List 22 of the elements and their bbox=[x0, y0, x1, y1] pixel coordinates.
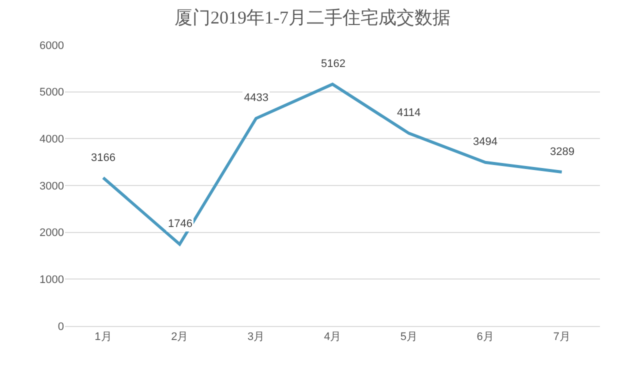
x-tick-label: 6月 bbox=[476, 331, 494, 344]
x-tick-label: 5月 bbox=[400, 331, 418, 344]
chart-title: 厦门2019年1-7月二手住宅成交数据 bbox=[174, 8, 450, 28]
data-label: 4433 bbox=[244, 92, 268, 104]
x-tick-label: 7月 bbox=[553, 331, 570, 344]
y-tick-label: 5000 bbox=[40, 86, 64, 99]
x-tick-label: 4月 bbox=[324, 331, 342, 344]
y-tick-label: 4000 bbox=[40, 134, 64, 146]
data-label: 5162 bbox=[321, 58, 346, 70]
y-tick-label: 2000 bbox=[40, 227, 64, 240]
x-tick-label: 2月 bbox=[171, 331, 188, 344]
x-tick-label: 1月 bbox=[94, 331, 112, 344]
data-label: 4114 bbox=[397, 107, 421, 119]
x-tick-label: 3月 bbox=[248, 331, 265, 344]
data-label: 3494 bbox=[473, 136, 498, 148]
y-tick-label: 0 bbox=[58, 320, 64, 333]
data-label: 1746 bbox=[168, 218, 192, 230]
data-label: 3166 bbox=[91, 152, 116, 164]
y-tick-label: 1000 bbox=[40, 274, 64, 286]
y-tick-label: 6000 bbox=[40, 40, 64, 52]
data-label: 3289 bbox=[550, 146, 574, 158]
y-tick-label: 3000 bbox=[40, 180, 64, 192]
